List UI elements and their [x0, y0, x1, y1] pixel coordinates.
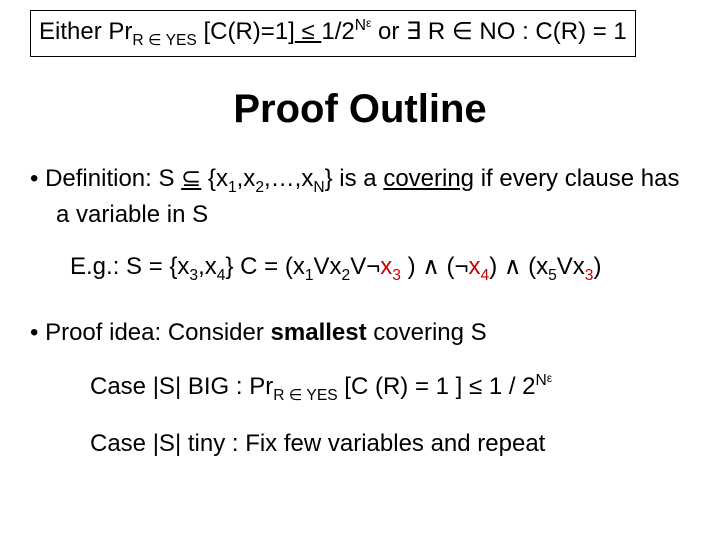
c1-lead: Case |S| BIG : Pr [90, 373, 273, 400]
ex-s4r: 4 [481, 267, 490, 284]
ex-close2: ) ∧ (¬ [401, 253, 469, 280]
ex-c1: ,x [198, 253, 217, 280]
hdr-sub1: R ∈ YES [132, 32, 196, 49]
b2-smallest: smallest [271, 319, 374, 346]
c1-sub: R ∈ YES [273, 387, 337, 404]
b1-c1: ,x [237, 165, 256, 192]
c1-expeps: ε [547, 371, 552, 385]
hdr-expN: N [355, 17, 366, 34]
hdr-half: 1/2 [321, 18, 354, 45]
b2-lead: Proof idea: Consider [45, 319, 270, 346]
b1-setopen: {x [201, 165, 228, 192]
case-tiny: Case |S| tiny : Fix few variables and re… [30, 427, 690, 461]
b2-tail: covering S [373, 319, 486, 346]
bullet-proof-idea: Proof idea: Consider smallest covering S [30, 316, 690, 350]
header-box: Either PrR ∈ YES [C(R)=1] ≤ 1/2Nε or ∃ R… [30, 10, 636, 57]
case-big: Case |S| BIG : PrR ∈ YES [C (R) = 1 ] ≤ … [30, 370, 690, 407]
b1-covering: covering [383, 165, 474, 192]
slide: Either PrR ∈ YES [C(R)=1] ≤ 1/2Nε or ∃ R… [0, 0, 720, 540]
hdr-prefix: Either Pr [39, 18, 132, 45]
ex-close1: } C = (x [225, 253, 304, 280]
b1-lead: Definition: S [45, 165, 181, 192]
ex-s1: 1 [305, 267, 314, 284]
ex-close3: ) ∧ (x [489, 253, 548, 280]
c1-mid: [C (R) = 1 ] ≤ 1 / 2 [338, 373, 536, 400]
hdr-mid1: [C(R)=1] [197, 18, 295, 45]
example-line: E.g.: S = {x3,x4} C = (x1Vx2V¬x3 ) ∧ (¬x… [30, 250, 690, 287]
b1-setclose: } is a [325, 165, 384, 192]
bullet-definition: Definition: S ⊆ {x1,x2,…,xN} is a coveri… [30, 162, 690, 232]
b1-s2: 2 [255, 178, 264, 195]
hdr-mid2: or ∃ R ∈ NO : C(R) = 1 [371, 18, 626, 45]
ex-s3a: 3 [189, 267, 198, 284]
ex-x3r: x [380, 253, 392, 280]
ex-s3r: 3 [392, 267, 401, 284]
ex-x4r: x [469, 253, 481, 280]
b1-subset: ⊆ [181, 165, 201, 192]
b1-s1: 1 [228, 178, 237, 195]
ex-lead: E.g.: S = {x [70, 253, 189, 280]
ex-vnot: V¬ [350, 253, 380, 280]
hdr-le: ≤ [295, 18, 322, 45]
ex-s5: 5 [548, 267, 557, 284]
ex-closep: ) [593, 253, 601, 280]
page-title: Proof Outline [30, 87, 690, 132]
ex-vx: Vx [314, 253, 342, 280]
c1-expN: N [536, 372, 547, 389]
b1-c2: ,…,x [264, 165, 313, 192]
b1-sN: N [313, 178, 324, 195]
ex-s2: 2 [342, 267, 351, 284]
ex-vx2: Vx [557, 253, 585, 280]
